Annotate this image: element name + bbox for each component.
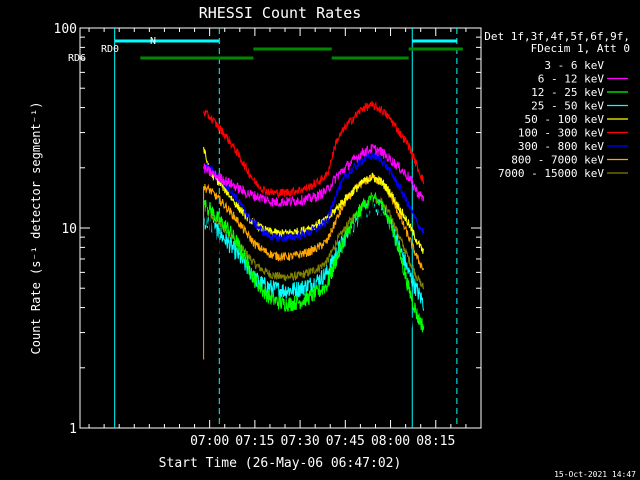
x-tick-label: 08:15 [416,434,455,449]
x-tick-label: 07:00 [190,434,229,449]
y-tick-label: 10 [61,222,77,237]
series-line-3 [203,191,425,333]
flag-label-rd0: RD0 [101,44,119,55]
legend: Det 1f,3f,4f,5f,6f,9f,FDecim 1, Att 0 3 -… [484,30,630,180]
legend-label: 7000 - 15000 keV [498,167,604,180]
x-tick-label: 07:30 [281,434,320,449]
legend-label: 6 - 12 keV [538,73,605,86]
series-line-7 [203,151,425,243]
series-line-5 [203,146,425,254]
legend-label: 25 - 50 keV [531,100,604,113]
y-axis-label: Count Rate (s⁻¹ detector segment⁻¹) [29,102,43,355]
legend-label: 12 - 25 keV [531,86,604,99]
footer-date: 15-Oct-2021 14:47 [554,470,636,479]
x-tick-label: 07:45 [326,434,365,449]
legend-label: 100 - 300 keV [518,127,604,140]
legend-label: 3 - 6 keV [544,59,604,72]
legend-label: 800 - 7000 keV [511,154,604,167]
flag-label-rd6: RD6 [68,53,86,64]
plot-area: 07:00 07:15 07:30 07:45 08:00 08:15 1 10 100 N RD0… [54,22,482,449]
y-tick-label: 1 [69,422,77,437]
x-axis-label: Start Time (26-May-06 06:47:02) [159,456,402,471]
x-tick-label: 07:15 [235,434,274,449]
y-tick-label: 100 [54,22,77,37]
flag-label-n: N [150,36,156,47]
legend-header-line2: FDecim 1, Att 0 [531,42,630,55]
series-line-1 [203,196,425,386]
chart-title: RHESSI Count Rates [199,4,362,22]
x-tick-label: 08:00 [371,434,410,449]
legend-header-line1: Det 1f,3f,4f,5f,6f,9f, [484,30,630,43]
series-line-2 [203,143,425,208]
legend-label: 50 - 100 keV [525,113,605,126]
legend-label: 300 - 800 keV [518,140,604,153]
series-line-6 [203,100,425,199]
